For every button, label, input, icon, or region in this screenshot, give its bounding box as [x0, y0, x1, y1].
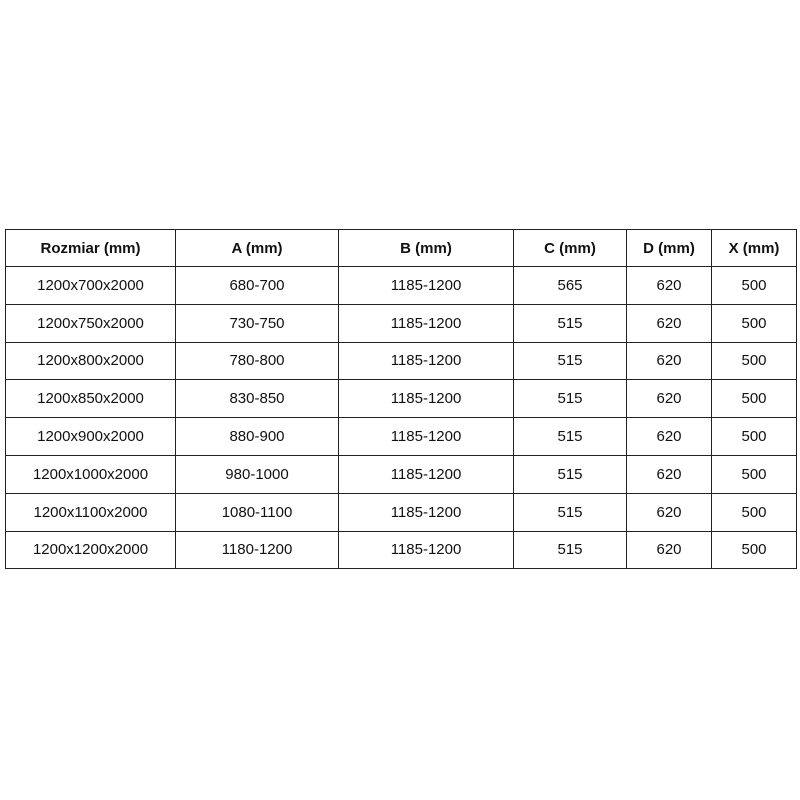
- cell-rozmiar: 1200x850x2000: [5, 379, 176, 419]
- cell-c: 515: [513, 417, 627, 456]
- cell-x: 500: [711, 492, 797, 532]
- cell-a: 980-1000: [175, 454, 339, 494]
- table-row: 1200x900x2000 880-900 1185-1200 515 620 500: [5, 417, 797, 456]
- cell-c: 515: [513, 379, 627, 419]
- cell-c: 515: [513, 454, 627, 494]
- cell-b: 1185-1200: [338, 303, 514, 343]
- header-row: Rozmiar (mm) A (mm) B (mm) C (mm) D (mm)…: [5, 229, 797, 267]
- cell-b: 1185-1200: [338, 454, 514, 494]
- cell-b: 1185-1200: [338, 341, 514, 381]
- table-row: 1200x1000x2000 980-1000 1185-1200 515 620 500: [5, 454, 797, 494]
- cell-c: 515: [513, 341, 627, 381]
- cell-d: 620: [626, 530, 712, 570]
- cell-d: 620: [626, 417, 712, 456]
- cell-a: 780-800: [175, 341, 339, 381]
- cell-rozmiar: 1200x1200x2000: [5, 530, 176, 570]
- table-row: 1200x750x2000 730-750 1185-1200 515 620 500: [5, 303, 797, 343]
- header-x: X (mm): [711, 229, 797, 267]
- cell-a: 1080-1100: [175, 492, 339, 532]
- cell-rozmiar: 1200x900x2000: [5, 417, 176, 456]
- table-row: 1200x850x2000 830-850 1185-1200 515 620 500: [5, 379, 797, 419]
- cell-x: 500: [711, 417, 797, 456]
- cell-rozmiar: 1200x750x2000: [5, 303, 176, 343]
- cell-a: 830-850: [175, 379, 339, 419]
- cell-a: 880-900: [175, 417, 339, 456]
- cell-c: 515: [513, 492, 627, 532]
- header-c: C (mm): [513, 229, 627, 267]
- cell-b: 1185-1200: [338, 530, 514, 570]
- cell-d: 620: [626, 266, 712, 305]
- table-row: 1200x1200x2000 1180-1200 1185-1200 515 620 50…: [5, 530, 797, 570]
- cell-b: 1185-1200: [338, 417, 514, 456]
- table-row: 1200x800x2000 780-800 1185-1200 515 620 500: [5, 341, 797, 381]
- header-d: D (mm): [626, 229, 712, 267]
- cell-a: 730-750: [175, 303, 339, 343]
- cell-x: 500: [711, 303, 797, 343]
- cell-rozmiar: 1200x800x2000: [5, 341, 176, 381]
- cell-d: 620: [626, 303, 712, 343]
- cell-rozmiar: 1200x700x2000: [5, 266, 176, 305]
- cell-rozmiar: 1200x1000x2000: [5, 454, 176, 494]
- cell-d: 620: [626, 379, 712, 419]
- cell-b: 1185-1200: [338, 266, 514, 305]
- table-body: 1200x700x2000 680-700 1185-1200 565 620 500 12…: [5, 266, 797, 570]
- cell-c: 515: [513, 303, 627, 343]
- cell-x: 500: [711, 454, 797, 494]
- cell-c: 515: [513, 530, 627, 570]
- cell-a: 1180-1200: [175, 530, 339, 570]
- header-b: B (mm): [338, 229, 514, 267]
- cell-x: 500: [711, 266, 797, 305]
- cell-d: 620: [626, 341, 712, 381]
- cell-x: 500: [711, 341, 797, 381]
- header-a: A (mm): [175, 229, 339, 267]
- cell-b: 1185-1200: [338, 379, 514, 419]
- cell-x: 500: [711, 379, 797, 419]
- cell-b: 1185-1200: [338, 492, 514, 532]
- cell-c: 565: [513, 266, 627, 305]
- header-rozmiar: Rozmiar (mm): [5, 229, 176, 267]
- cell-d: 620: [626, 492, 712, 532]
- cell-rozmiar: 1200x1100x2000: [5, 492, 176, 532]
- table-row: 1200x700x2000 680-700 1185-1200 565 620 500: [5, 266, 797, 305]
- cell-a: 680-700: [175, 266, 339, 305]
- dimensions-table: Rozmiar (mm) A (mm) B (mm) C (mm) D (mm)…: [5, 229, 797, 570]
- table-row: 1200x1100x2000 1080-1100 1185-1200 515 620 50…: [5, 492, 797, 532]
- cell-d: 620: [626, 454, 712, 494]
- cell-x: 500: [711, 530, 797, 570]
